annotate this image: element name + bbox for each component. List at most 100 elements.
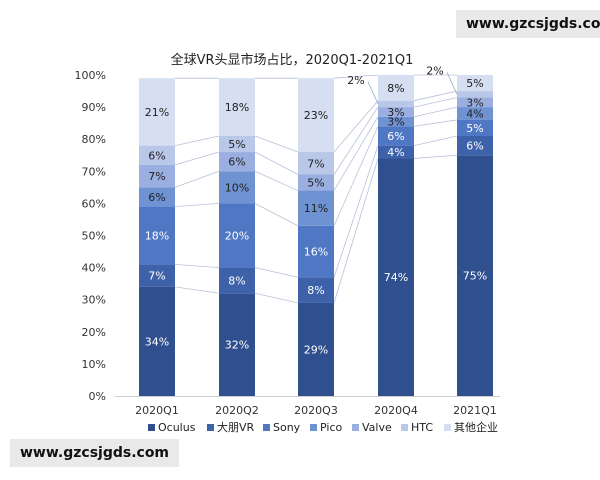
bar-segment <box>457 135 493 156</box>
legend-item: 大朋VR <box>207 420 255 434</box>
legend-label: Sony <box>273 421 301 434</box>
legend-label: Oculus <box>158 421 196 434</box>
bar-segment <box>378 116 414 127</box>
bar-segment <box>219 203 255 268</box>
legend-label: Pico <box>320 421 342 434</box>
legend-swatch <box>310 424 317 431</box>
data-label-leader <box>367 81 379 105</box>
data-label: 6% <box>228 156 245 169</box>
legend-item: Pico <box>310 421 342 434</box>
data-label: 6% <box>148 149 165 162</box>
data-label: 23% <box>304 109 328 122</box>
data-label: 10% <box>225 181 249 194</box>
chart-title: 全球VR头显市场占比，2020Q1-2021Q1 <box>171 52 414 68</box>
data-label: 7% <box>148 170 165 183</box>
legend-label: Valve <box>362 421 392 434</box>
data-label: 20% <box>225 230 249 243</box>
bar-segment <box>457 119 493 136</box>
data-label: 5% <box>228 138 245 151</box>
legend-item: Sony <box>263 421 301 434</box>
y-tick-label: 40% <box>82 262 106 275</box>
connector-line <box>254 151 299 175</box>
bar-segment <box>457 97 493 108</box>
connector-line <box>174 170 220 188</box>
data-label: 6% <box>466 140 483 153</box>
bar-segment <box>219 135 255 153</box>
connector-line <box>174 135 220 147</box>
y-tick-label: 30% <box>82 294 106 307</box>
connector-line <box>333 100 379 153</box>
data-label: 3% <box>387 106 404 119</box>
data-label: 7% <box>148 270 165 283</box>
bar-segment <box>219 78 255 136</box>
bar-segment <box>298 190 334 226</box>
bar-segment <box>378 100 414 108</box>
legend-item: HTC <box>401 421 433 434</box>
y-tick-label: 0% <box>89 390 106 403</box>
data-label: 8% <box>387 82 404 95</box>
data-label: 16% <box>304 246 328 259</box>
connector-line <box>333 126 379 227</box>
connector-line <box>174 203 220 208</box>
connector-line <box>174 151 220 166</box>
data-label: 74% <box>384 271 408 284</box>
legend-item: Valve <box>352 421 392 434</box>
bar-segment <box>378 145 414 159</box>
legend-item: 其他企业 <box>444 420 498 434</box>
x-tick-label: 2021Q1 <box>453 404 497 417</box>
bar-segment <box>139 206 175 265</box>
y-tick-label: 60% <box>82 197 106 210</box>
legend-swatch <box>444 424 451 431</box>
y-tick-label: 80% <box>82 133 106 146</box>
connector-line <box>254 135 299 153</box>
bar-segment <box>378 126 414 146</box>
x-tick-label: 2020Q1 <box>135 404 179 417</box>
bar-segment <box>298 225 334 278</box>
bar-segment <box>457 107 493 120</box>
bar-segment <box>298 302 334 396</box>
connector-line <box>333 158 379 304</box>
connector-line <box>254 267 299 278</box>
connector-line <box>413 154 458 159</box>
y-tick-label: 10% <box>82 358 106 371</box>
data-label: 29% <box>304 343 328 356</box>
legend-label: 大朋VR <box>217 420 255 434</box>
legend-label: 其他企业 <box>454 420 498 434</box>
data-label: 4% <box>387 146 404 159</box>
bar-segment <box>219 171 255 204</box>
watermark-top: www.gzcsjgds.com <box>456 10 600 38</box>
x-tick-label: 2020Q2 <box>215 404 259 417</box>
bar-segment <box>298 277 334 303</box>
x-tick-label: 2020Q3 <box>294 404 338 417</box>
bar-segment <box>139 145 175 165</box>
connector-line <box>333 74 379 79</box>
data-label: 5% <box>466 77 483 90</box>
y-tick-label: 50% <box>82 230 106 243</box>
bar-segment <box>219 267 255 294</box>
bar-segment <box>139 286 175 396</box>
legend-swatch <box>263 424 270 431</box>
legend-swatch <box>352 424 359 431</box>
data-label: 6% <box>148 191 165 204</box>
data-label: 34% <box>145 335 169 348</box>
y-tick-label: 90% <box>82 101 106 114</box>
bar-segment <box>298 152 334 175</box>
data-label: 3% <box>466 96 483 109</box>
bar-segment <box>457 91 493 98</box>
bar-segment <box>139 78 175 146</box>
bar-segment <box>139 264 175 287</box>
bar-segment <box>457 75 493 92</box>
connector-line <box>333 106 379 175</box>
data-label: 2% <box>347 74 364 87</box>
data-label: 5% <box>466 122 483 135</box>
connector-line <box>174 286 220 294</box>
y-tick-label: 100% <box>75 69 106 82</box>
connector-line <box>413 90 458 102</box>
bar-segment <box>298 174 334 191</box>
connector-line <box>333 145 379 278</box>
data-label: 8% <box>228 274 245 287</box>
y-tick-label: 20% <box>82 326 106 339</box>
data-label: 2% <box>426 64 443 77</box>
data-label-leader <box>446 72 458 95</box>
